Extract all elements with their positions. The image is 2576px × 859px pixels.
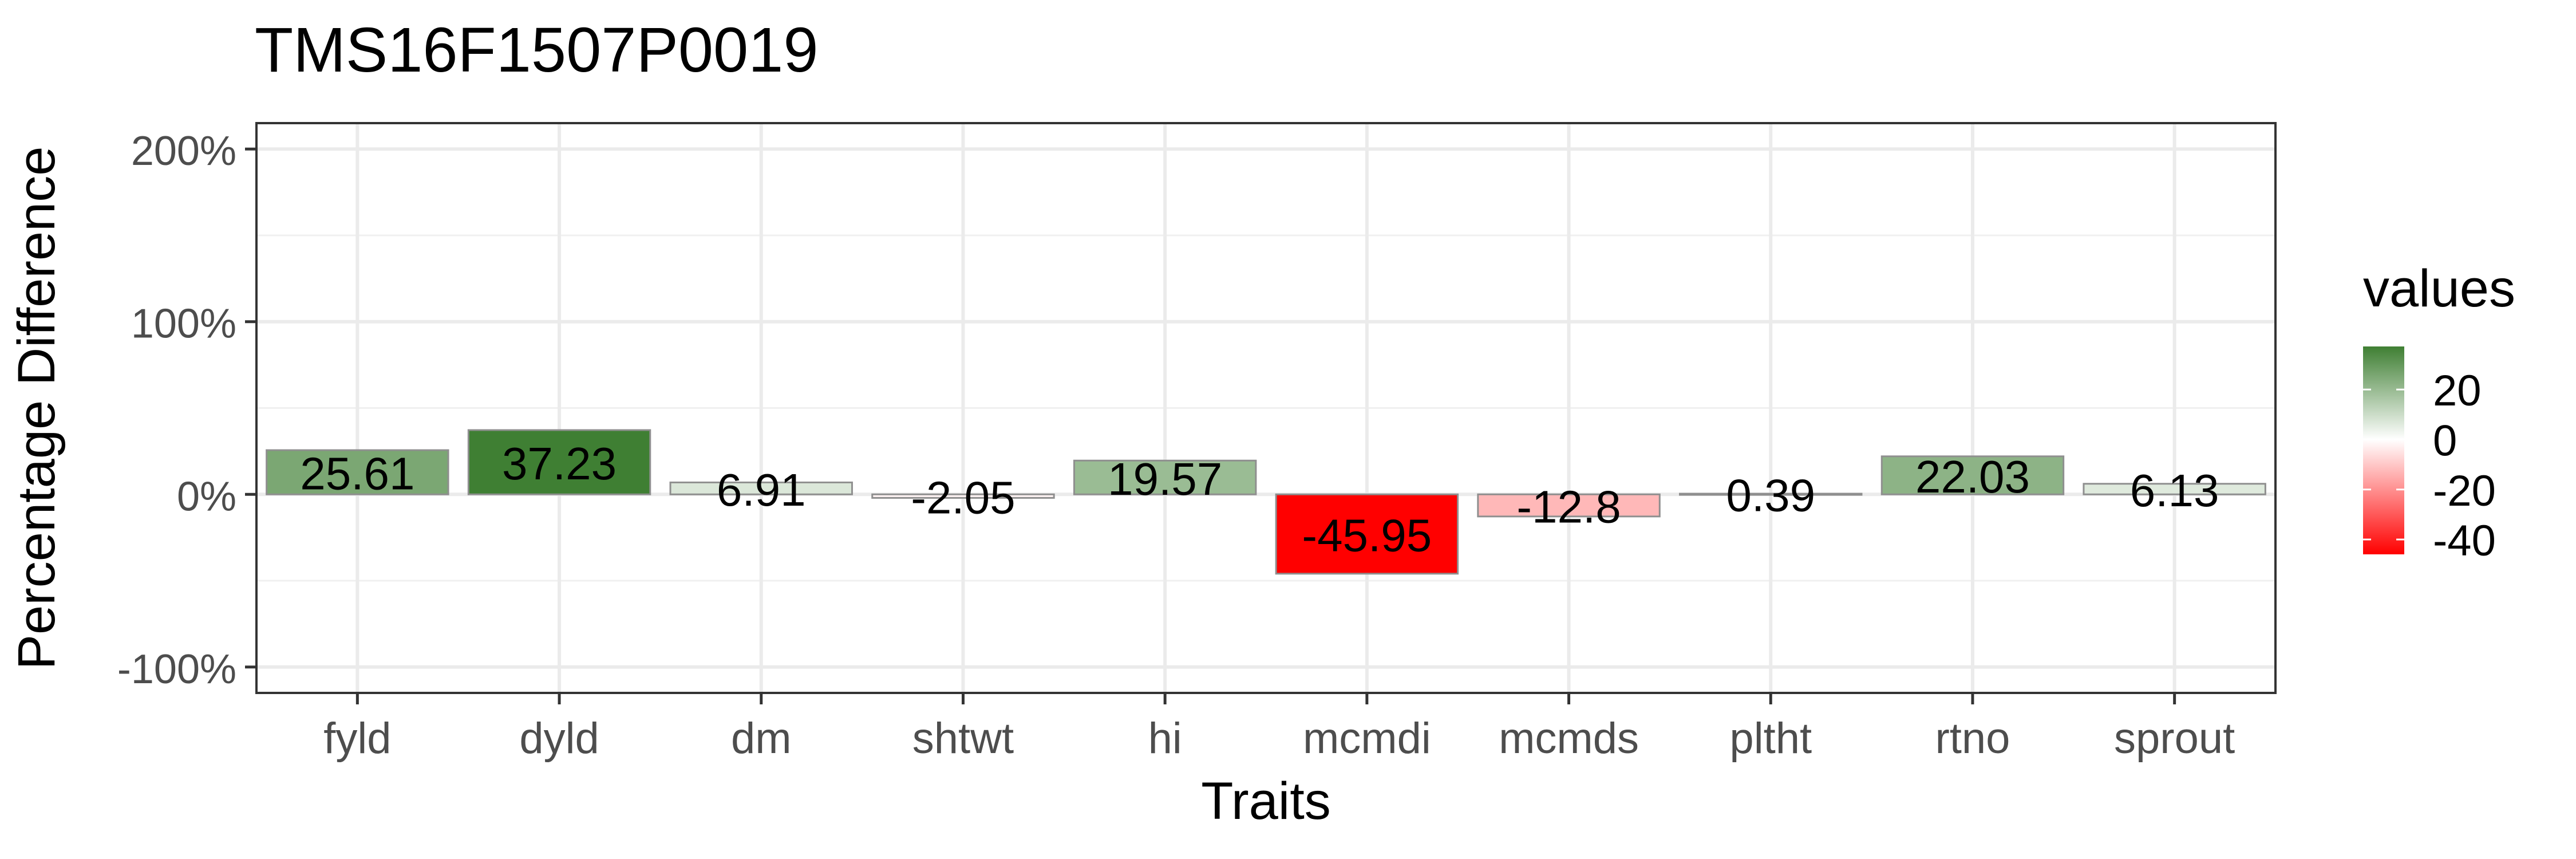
legend: values 200-20-40 bbox=[2363, 259, 2515, 565]
x-tick-label-shtwt: shtwt bbox=[912, 714, 1014, 763]
data-label-dyld: 37.23 bbox=[502, 438, 617, 489]
x-tick-label-sprout: sprout bbox=[2114, 714, 2235, 763]
legend-title: values bbox=[2363, 259, 2515, 318]
data-label-shtwt: -2.05 bbox=[911, 472, 1015, 523]
y-tick-label: 0% bbox=[177, 474, 236, 519]
bar-pltht bbox=[1679, 492, 1863, 496]
legend-tick-label: -40 bbox=[2433, 517, 2496, 565]
data-label-pltht: 0.39 bbox=[1726, 470, 1815, 521]
x-tick-label-mcmds: mcmds bbox=[1499, 714, 1639, 763]
panel-border bbox=[255, 122, 2277, 694]
x-tick-label-pltht: pltht bbox=[1729, 714, 1812, 763]
chart-title: TMS16F1507P0019 bbox=[255, 15, 819, 85]
x-tick-label-dm: dm bbox=[731, 714, 792, 763]
bar-hi bbox=[1073, 459, 1257, 495]
legend-tick-label: -20 bbox=[2433, 467, 2496, 515]
data-label-mcmdi: -45.95 bbox=[1302, 510, 1432, 561]
bar-dyld bbox=[467, 429, 651, 495]
bar-shtwt bbox=[871, 493, 1055, 499]
bar-rtno bbox=[1880, 455, 2065, 495]
y-tick-label: -100% bbox=[117, 647, 236, 692]
legend-tick-label: 20 bbox=[2433, 367, 2482, 415]
x-axis-label: Traits bbox=[1201, 772, 1331, 830]
data-label-hi: 19.57 bbox=[1108, 454, 1222, 505]
data-label-mcmds: -12.8 bbox=[1516, 482, 1621, 533]
data-label-sprout: 6.13 bbox=[2130, 465, 2219, 516]
bar-fyld bbox=[266, 449, 449, 495]
x-tick-label-hi: hi bbox=[1148, 714, 1182, 763]
legend-tick-label: 0 bbox=[2433, 416, 2457, 465]
legend-colorbar bbox=[2363, 346, 2404, 554]
plot-panel: 25.61 37.23 6.91 -2.05 19.57 -45.95 -12.8 0.39 2… bbox=[255, 122, 2277, 694]
data-label-fyld: 25.61 bbox=[300, 448, 414, 499]
bar-mcmdi bbox=[1275, 493, 1459, 575]
data-label-rtno: 22.03 bbox=[1915, 451, 2030, 502]
bar-dm bbox=[669, 481, 853, 495]
bar-mcmds bbox=[1477, 493, 1661, 518]
y-axis-label: Percentage Difference bbox=[7, 147, 66, 670]
x-tick-label-dyld: dyld bbox=[519, 714, 599, 763]
x-tick-label-mcmdi: mcmdi bbox=[1303, 714, 1431, 763]
x-tick-label-rtno: rtno bbox=[1935, 714, 2010, 763]
y-tick-label: 100% bbox=[131, 301, 236, 347]
data-label-dm: 6.91 bbox=[717, 464, 806, 515]
y-tick-label: 200% bbox=[131, 128, 236, 174]
x-tick-label-fyld: fyld bbox=[323, 714, 391, 763]
bar-sprout bbox=[2083, 483, 2266, 495]
